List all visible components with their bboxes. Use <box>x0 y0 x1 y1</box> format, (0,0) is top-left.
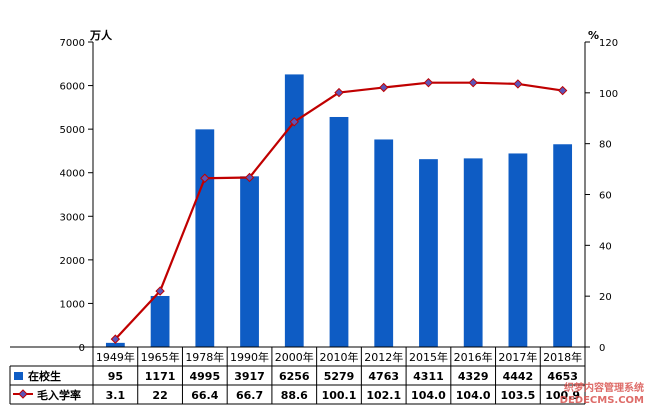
rate-value-label: 3.1 <box>106 389 126 402</box>
axes: 0 1000 2000 3000 4000 5000 6000 7000 0 20 40 60 80 10… <box>60 38 619 354</box>
rate-value-label: 66.7 <box>236 389 263 402</box>
rate-point <box>468 77 478 88</box>
bar <box>240 176 259 347</box>
watermark-line-1: 织梦内容管理系统 <box>564 383 644 394</box>
y-left-tick-label: 0 <box>79 343 85 354</box>
y-right-tick-label: 0 <box>599 343 605 354</box>
rate-value-label: 103.5 <box>501 389 536 402</box>
rate-point <box>379 82 389 93</box>
category-label: 2010年 <box>320 350 359 364</box>
y-right-tick-label: 120 <box>599 38 618 49</box>
y-left-tick-label: 7000 <box>60 38 85 49</box>
rate-point <box>155 286 165 296</box>
bar <box>508 153 528 347</box>
data-table: 1949年 95 3.1 1965年 1171 22 1978年 4995 66.4 1990年 3… <box>9 346 586 405</box>
category-label: 2000年 <box>275 350 314 364</box>
bar-value-label: 4995 <box>190 370 221 383</box>
y-right-tick-label: 60 <box>599 191 612 202</box>
bar-value-label: 4653 <box>547 370 578 383</box>
rate-point <box>513 79 523 89</box>
y-left-tick-label: 6000 <box>60 82 85 93</box>
category-label: 1965年 <box>141 350 180 364</box>
legend-line-label: 毛入学率 <box>37 388 81 402</box>
legend-line-marker <box>18 389 28 399</box>
bar <box>284 74 304 347</box>
bar <box>374 139 394 347</box>
bar-value-label: 4442 <box>503 370 534 383</box>
rate-point <box>289 117 299 127</box>
category-label: 2016年 <box>454 350 493 364</box>
bar <box>419 159 438 347</box>
category-label: 2012年 <box>364 350 403 364</box>
bar <box>463 158 483 347</box>
bar <box>150 295 170 347</box>
y-left-tick-label: 2000 <box>60 256 85 267</box>
category-label: 2018年 <box>543 350 582 364</box>
bar <box>329 116 349 348</box>
rate-point <box>334 87 344 98</box>
y-right-tick-label: 40 <box>599 241 612 252</box>
rate-value-label: 88.6 <box>281 389 308 402</box>
y-right-tick-label: 100 <box>599 89 618 100</box>
rate-value-label: 100.1 <box>322 389 357 402</box>
rate-value-label: 66.4 <box>191 389 218 402</box>
rate-value-label: 100.9 <box>545 389 580 402</box>
bar <box>105 342 125 347</box>
bar-value-label: 6256 <box>279 370 310 383</box>
rate-value-label: 22 <box>152 389 167 402</box>
watermark: 织梦内容管理系统 DEDECMS.COM <box>526 383 644 407</box>
bar-value-label: 1171 <box>145 370 176 383</box>
y-right-tick-label: 80 <box>599 140 612 151</box>
bar <box>195 129 215 347</box>
bar-value-label: 4763 <box>368 370 399 383</box>
watermark-line-2: DEDECMS.COM <box>559 395 644 406</box>
legend-bar-label: 在校生 <box>28 369 61 383</box>
y-left-tick-label: 3000 <box>60 212 85 223</box>
y-right-unit: % <box>588 29 599 42</box>
bar-value-label: 4329 <box>458 370 489 383</box>
category-label: 1978年 <box>185 350 224 364</box>
y-left-unit: 万人 <box>89 28 113 42</box>
bar-value-label: 5279 <box>324 370 355 383</box>
bars <box>105 74 573 348</box>
bar-value-label: 4311 <box>413 370 444 383</box>
rate-point <box>200 173 210 183</box>
y-left-tick-label: 5000 <box>60 125 85 136</box>
rate-value-label: 104.0 <box>456 389 491 402</box>
bar-value-label: 3917 <box>234 370 265 383</box>
legend-bar-key <box>14 372 23 380</box>
rate-point <box>244 172 255 183</box>
rate-line-series <box>110 77 568 344</box>
category-label: 2015年 <box>409 350 448 364</box>
rate-point <box>423 77 434 88</box>
rate-value-label: 102.1 <box>366 389 401 402</box>
bar-value-label: 95 <box>108 370 123 383</box>
category-label: 1990年 <box>230 350 269 364</box>
rate-point <box>110 334 121 344</box>
bar <box>553 144 573 347</box>
y-left-tick-label: 1000 <box>60 299 85 310</box>
y-right-tick-label: 20 <box>599 292 612 303</box>
rate-value-label: 104.0 <box>411 389 446 402</box>
category-label: 1949年 <box>96 350 135 364</box>
rate-point <box>557 85 568 96</box>
y-left-tick-label: 4000 <box>60 169 85 180</box>
category-label: 2017年 <box>498 350 537 364</box>
